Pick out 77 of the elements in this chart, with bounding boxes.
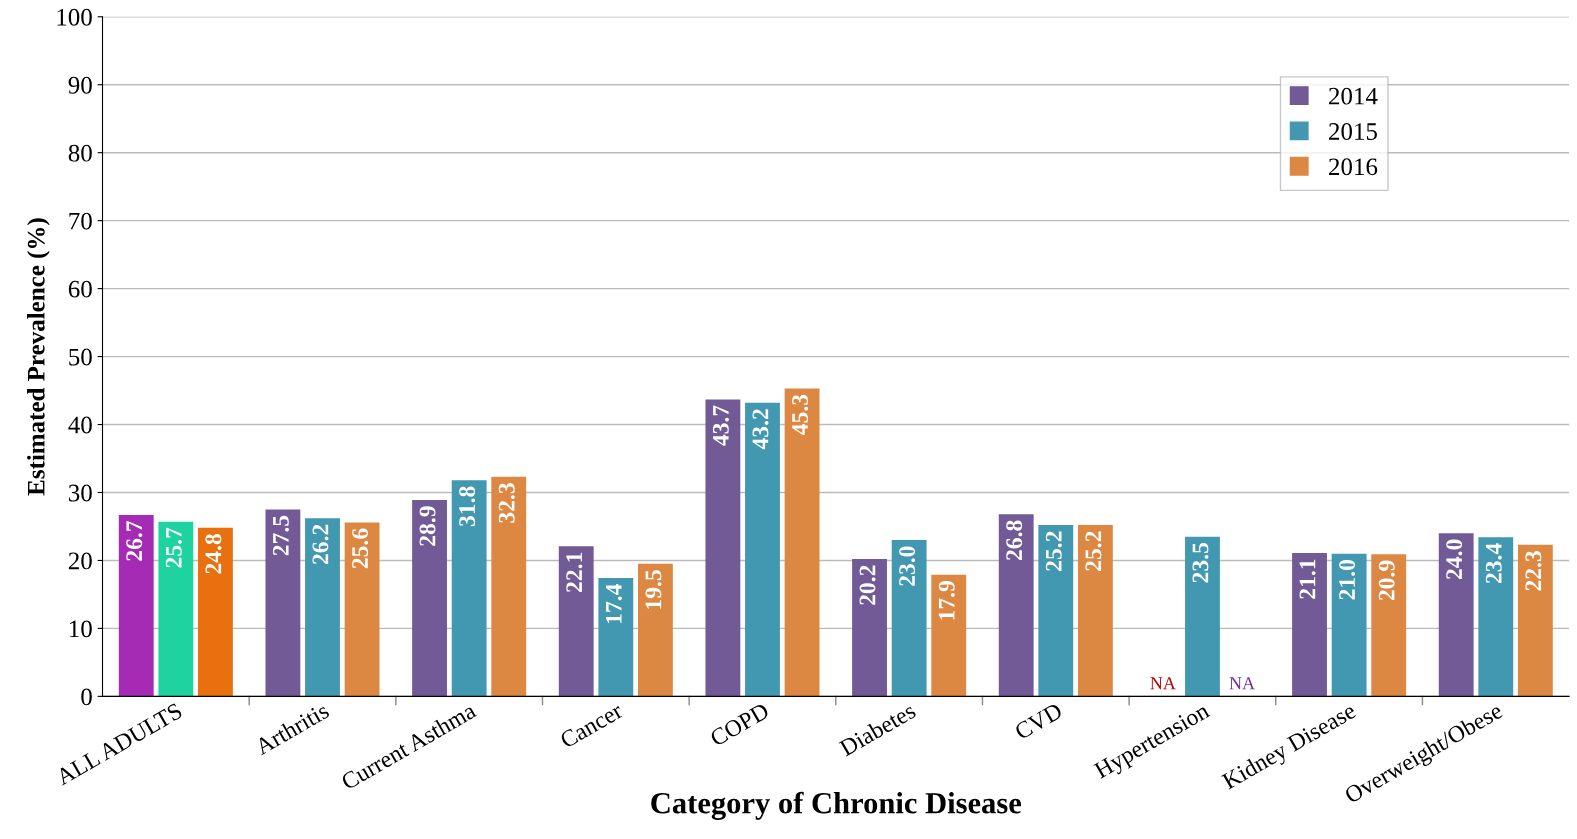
bar	[412, 499, 447, 697]
y-tick-label: 40	[68, 416, 92, 434]
bar	[1517, 544, 1553, 697]
y-tick-label: 90	[68, 76, 92, 94]
bar	[118, 514, 154, 697]
x-tick-label: CVD	[1013, 702, 1064, 741]
bar	[1077, 525, 1113, 697]
data-label: 25.2	[1045, 531, 1062, 571]
bar	[344, 522, 380, 697]
y-tick-label: 20	[68, 552, 92, 570]
bar	[451, 480, 487, 697]
bar	[598, 578, 634, 697]
data-label: 25.6	[352, 528, 369, 569]
y-tick-label: 10	[69, 620, 92, 638]
bar	[158, 521, 194, 697]
bar	[558, 546, 594, 697]
data-label: 22.3	[1525, 551, 1542, 591]
y-tick-label: 50	[69, 348, 92, 366]
bar	[1478, 537, 1514, 697]
bar	[305, 518, 340, 697]
bar	[1185, 536, 1220, 697]
y-tick-label: 70	[69, 212, 92, 230]
y-tick-label: 80	[68, 144, 92, 162]
bar	[931, 574, 967, 697]
data-label: 19.5	[645, 570, 662, 609]
bar	[998, 514, 1034, 697]
data-label: 25.2	[1085, 531, 1102, 571]
data-label: 27.5	[272, 515, 289, 556]
data-label: 26.7	[126, 520, 143, 561]
bar	[1038, 525, 1074, 697]
data-label: 24.0	[1446, 539, 1463, 580]
bar	[1292, 552, 1327, 697]
data-label: 26.2	[312, 524, 329, 565]
x-tick-label: Cancer	[559, 701, 624, 749]
bar	[784, 388, 820, 697]
bar	[637, 563, 673, 697]
data-label: 24.8	[205, 534, 222, 574]
y-axis-title: Estimated Prevalence (%)	[27, 218, 50, 496]
annotation: NA	[1229, 677, 1255, 690]
data-label: 23.5	[1192, 542, 1209, 583]
y-tick-label: 30	[68, 484, 92, 502]
data-label: 26.8	[1006, 520, 1023, 560]
bar	[265, 509, 301, 697]
y-tick-label: 0	[81, 688, 92, 706]
legend-label: 2015	[1329, 123, 1377, 140]
bar	[1371, 554, 1407, 697]
data-label: 32.3	[498, 483, 515, 523]
data-label: 43.2	[752, 409, 769, 450]
data-label: 31.8	[459, 486, 476, 527]
bar	[1438, 533, 1474, 697]
bar	[1331, 553, 1367, 697]
bar	[705, 399, 741, 697]
legend-label: 2014	[1329, 87, 1378, 105]
x-axis-title: Category of Chronic Disease	[651, 791, 1022, 820]
data-label: 22.1	[566, 552, 583, 592]
y-tick-label: 60	[68, 280, 92, 298]
bar	[745, 402, 780, 697]
data-label: 23.4	[1485, 543, 1502, 584]
data-label: 20.2	[859, 565, 876, 605]
data-label: 23.0	[899, 546, 916, 586]
data-label: 21.0	[1339, 559, 1356, 600]
legend-label: 2016	[1329, 158, 1378, 176]
data-label: 20.9	[1378, 560, 1395, 601]
x-tick-label: COPD	[709, 702, 770, 747]
data-label: 17.9	[938, 581, 955, 620]
data-label: 43.7	[712, 405, 729, 446]
bar	[198, 527, 233, 697]
annotation: NA	[1150, 677, 1176, 690]
data-label: 21.1	[1299, 559, 1316, 599]
data-label: 17.4	[605, 584, 622, 623]
data-label: 25.7	[165, 527, 182, 568]
bar	[891, 540, 927, 697]
y-tick-label: 100	[57, 8, 92, 26]
bar	[491, 476, 527, 697]
data-label: 28.9	[419, 506, 436, 546]
bar	[852, 559, 887, 697]
data-label: 45.3	[792, 394, 809, 435]
